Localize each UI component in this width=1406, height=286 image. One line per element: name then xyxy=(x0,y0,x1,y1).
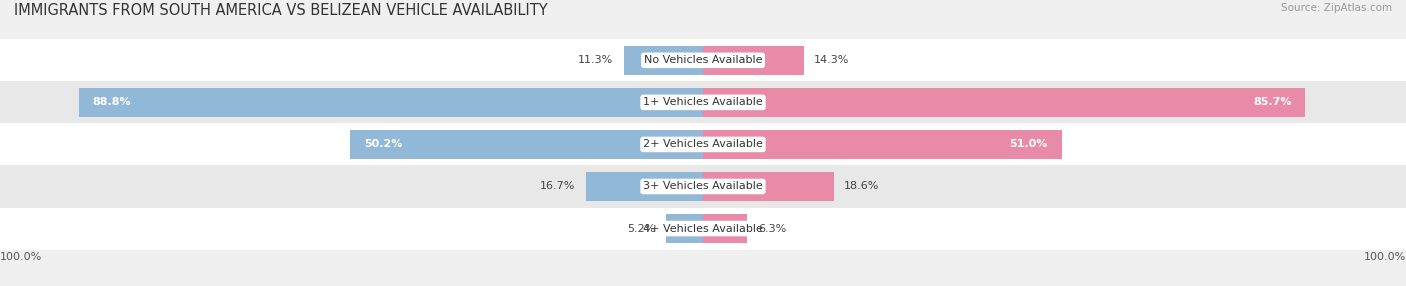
Bar xyxy=(0,166,1406,208)
Text: 14.3%: 14.3% xyxy=(814,55,849,65)
Bar xyxy=(79,88,703,117)
Bar xyxy=(0,208,1406,250)
Text: No Vehicles Available: No Vehicles Available xyxy=(644,55,762,65)
Text: 3+ Vehicles Available: 3+ Vehicles Available xyxy=(643,182,763,192)
Text: 11.3%: 11.3% xyxy=(578,55,613,65)
Text: 4+ Vehicles Available: 4+ Vehicles Available xyxy=(643,224,763,234)
Text: Source: ZipAtlas.com: Source: ZipAtlas.com xyxy=(1281,3,1392,13)
Bar xyxy=(703,214,748,243)
Bar xyxy=(624,46,703,75)
Text: 88.8%: 88.8% xyxy=(93,97,131,107)
Text: 100.0%: 100.0% xyxy=(1364,252,1406,262)
Bar xyxy=(586,172,703,201)
Text: IMMIGRANTS FROM SOUTH AMERICA VS BELIZEAN VEHICLE AVAILABILITY: IMMIGRANTS FROM SOUTH AMERICA VS BELIZEA… xyxy=(14,3,548,18)
Bar xyxy=(703,130,1062,159)
Text: 51.0%: 51.0% xyxy=(1010,140,1047,149)
Bar xyxy=(350,130,703,159)
Text: 2+ Vehicles Available: 2+ Vehicles Available xyxy=(643,140,763,149)
Bar xyxy=(0,39,1406,81)
Bar xyxy=(666,214,703,243)
Text: 50.2%: 50.2% xyxy=(364,140,402,149)
Bar xyxy=(0,81,1406,123)
Bar xyxy=(703,88,1305,117)
Text: 6.3%: 6.3% xyxy=(758,224,786,234)
Bar xyxy=(0,123,1406,166)
Text: 100.0%: 100.0% xyxy=(0,252,42,262)
Text: 18.6%: 18.6% xyxy=(844,182,880,192)
Bar xyxy=(703,172,834,201)
Bar xyxy=(703,46,804,75)
Text: 5.2%: 5.2% xyxy=(627,224,655,234)
Text: 16.7%: 16.7% xyxy=(540,182,575,192)
Text: 85.7%: 85.7% xyxy=(1253,97,1292,107)
Text: 1+ Vehicles Available: 1+ Vehicles Available xyxy=(643,97,763,107)
